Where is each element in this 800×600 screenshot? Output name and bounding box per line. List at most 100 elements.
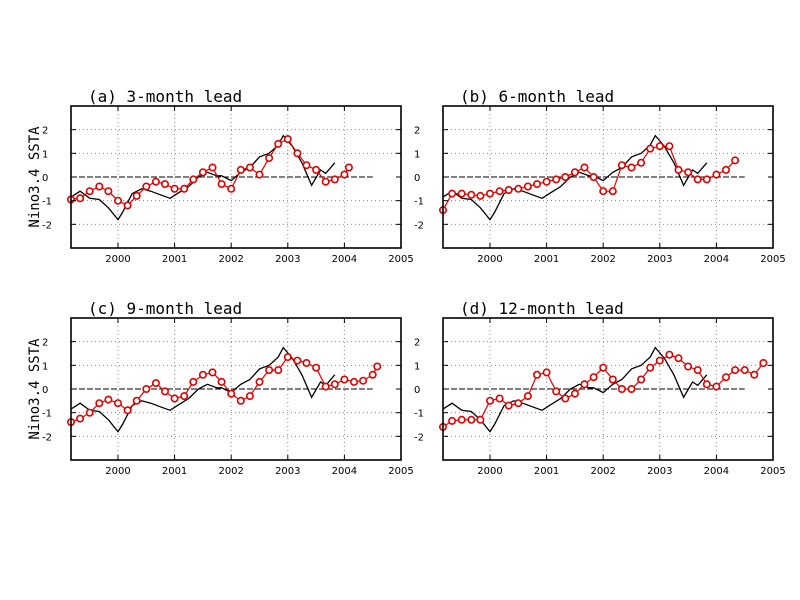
forecast-point <box>457 189 466 198</box>
forecast-point <box>283 353 292 362</box>
forecast-point <box>731 156 740 165</box>
forecast-point <box>170 184 179 193</box>
y-tick-label: -2 <box>42 220 52 231</box>
forecast-point <box>132 191 141 200</box>
forecast-point <box>236 165 245 174</box>
forecast-point <box>170 394 179 403</box>
forecast-point <box>312 165 321 174</box>
panel-title: (d) 12-month lead <box>460 299 624 318</box>
forecast-point <box>293 149 302 158</box>
forecast-point <box>142 182 151 191</box>
forecast-point <box>599 187 608 196</box>
forecast-point <box>740 366 749 375</box>
y-tick-label: 2 <box>414 126 420 137</box>
forecast-point <box>589 373 598 382</box>
forecast-point <box>151 177 160 186</box>
y-tick-label: 2 <box>42 126 48 137</box>
forecast-point <box>132 396 141 405</box>
forecast-point <box>542 368 551 377</box>
x-tick-label: 2003 <box>275 466 300 477</box>
forecast-point <box>283 135 292 144</box>
forecast-point <box>674 165 683 174</box>
forecast-point <box>208 163 217 172</box>
forecast-point <box>85 408 94 417</box>
y-tick-label: -2 <box>414 432 424 443</box>
forecast-point <box>95 182 104 191</box>
forecast-point <box>321 382 330 391</box>
forecast-point <box>114 196 123 205</box>
forecast-point <box>245 392 254 401</box>
forecast-point <box>627 384 636 393</box>
forecast-point <box>721 373 730 382</box>
y-tick-label: 0 <box>414 385 420 396</box>
forecast-point <box>265 154 274 163</box>
x-tick-label: 2002 <box>218 254 243 265</box>
forecast-point <box>321 177 330 186</box>
forecast-point <box>236 396 245 405</box>
forecast-point <box>504 186 513 195</box>
x-tick-label: 2003 <box>275 254 300 265</box>
forecast-point <box>457 415 466 424</box>
forecast-point <box>344 163 353 172</box>
forecast-point <box>189 175 198 184</box>
forecast-point <box>104 187 113 196</box>
chart-panel-1: 2000 2001 2002 2003 2004 2005 -2 -1 0 1 2 (a) 3-mon… <box>27 87 414 265</box>
forecast-point <box>495 394 504 403</box>
forecast-point <box>523 392 532 401</box>
forecast-point <box>340 375 349 384</box>
forecast-point <box>265 366 274 375</box>
forecast-point <box>655 356 664 365</box>
forecast-point <box>552 387 561 396</box>
forecast-point <box>608 375 617 384</box>
forecast-point <box>330 175 339 184</box>
forecast-point <box>161 387 170 396</box>
forecast-point <box>161 180 170 189</box>
forecast-point <box>655 142 664 151</box>
y-tick-label: -1 <box>42 409 52 420</box>
forecast-point <box>180 184 189 193</box>
forecast-point <box>95 399 104 408</box>
forecast-point <box>349 377 358 386</box>
y-tick-label: 2 <box>414 338 420 349</box>
forecast-point <box>76 194 85 203</box>
panel-title: (a) 3-month lead <box>88 87 242 106</box>
forecast-point <box>570 389 579 398</box>
forecast-point <box>227 389 236 398</box>
forecast-point <box>368 370 377 379</box>
forecast-point <box>532 180 541 189</box>
y-tick-label: 1 <box>414 149 420 160</box>
forecast-point <box>514 184 523 193</box>
forecast-point <box>245 163 254 172</box>
forecast-point <box>617 384 626 393</box>
forecast-point <box>637 375 646 384</box>
chart-panel-4: 2000 2001 2002 2003 2004 2005 -2 -1 0 1 2 (d) 12-mo… <box>414 299 786 477</box>
x-tick-label: 2005 <box>388 466 413 477</box>
forecast-point <box>198 370 207 379</box>
forecast-point <box>617 161 626 170</box>
forecast-point <box>467 190 476 199</box>
x-tick-label: 2004 <box>332 466 357 477</box>
forecast-point <box>750 370 759 379</box>
forecast-point <box>665 350 674 359</box>
forecast-point <box>523 182 532 191</box>
chart-panel-3: 2000 2001 2002 2003 2004 2005 -2 -1 0 1 2 (c) 9-mon… <box>27 299 414 477</box>
forecast-point <box>532 370 541 379</box>
forecast-point <box>589 173 598 182</box>
y-tick-label: 2 <box>42 338 48 349</box>
forecast-point <box>712 382 721 391</box>
forecast-point <box>448 416 457 425</box>
forecast-point <box>340 170 349 179</box>
forecast-point <box>208 368 217 377</box>
panel-title: (b) 6-month lead <box>460 87 614 106</box>
forecast-point <box>359 376 368 385</box>
y-tick-label: 1 <box>42 149 48 160</box>
forecast-point <box>646 363 655 372</box>
x-tick-label: 2002 <box>218 466 243 477</box>
forecast-point <box>608 187 617 196</box>
y-tick-label: 1 <box>42 361 48 372</box>
forecast-point <box>255 377 264 386</box>
y-tick-label: -2 <box>414 220 424 231</box>
forecast-point <box>302 161 311 170</box>
y-tick-label: 0 <box>42 173 48 184</box>
